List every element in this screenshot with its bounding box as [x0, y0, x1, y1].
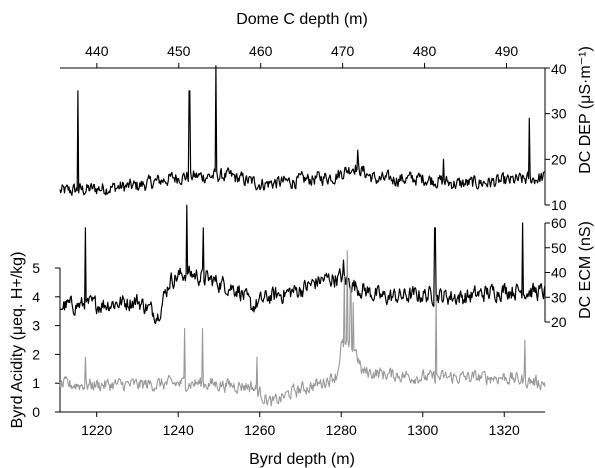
series-layer	[59, 65, 546, 407]
top-tick-label: 440	[85, 43, 109, 59]
dc-ecm-line	[59, 204, 546, 325]
bottom-tick-label: 1220	[81, 422, 112, 438]
bottom-tick-label: 1260	[244, 422, 275, 438]
right-upper-tick-label: 40	[551, 61, 567, 77]
byrd-acidity-line	[59, 250, 546, 407]
left-axis-title: Byrd Acidity (μeq. H+/kg)	[9, 252, 26, 429]
left-tick-label: 2	[32, 346, 40, 362]
right-upper-tick-label: 30	[551, 106, 567, 122]
top-axis-title: Dome C depth (m)	[236, 11, 368, 28]
left-tick-label: 1	[32, 375, 40, 391]
top-tick-label: 450	[167, 43, 191, 59]
bottom-tick-label: 1300	[407, 422, 438, 438]
right-upper-axis-title: DC DEP (μS·m⁻¹)	[577, 46, 594, 174]
top-tick-label: 470	[331, 43, 355, 59]
top-tick-label: 480	[413, 43, 437, 59]
top-tick-label: 460	[249, 43, 273, 59]
left-tick-label: 5	[32, 260, 40, 276]
bottom-tick-label: 1280	[326, 422, 357, 438]
bottom-tick-label: 1240	[163, 422, 194, 438]
right-lower-tick-label: 60	[551, 215, 567, 231]
right-lower-tick-label: 50	[551, 240, 567, 256]
right-lower-tick-label: 30	[551, 289, 567, 305]
right-upper-tick-label: 10	[551, 197, 567, 213]
right-lower-tick-label: 40	[551, 265, 567, 281]
right-upper-tick-label: 20	[551, 151, 567, 167]
left-tick-label: 0	[32, 404, 40, 420]
left-tick-label: 3	[32, 318, 40, 334]
right-lower-tick-label: 20	[551, 314, 567, 330]
bottom-tick-label: 1320	[489, 422, 520, 438]
dc-dep-line	[59, 65, 546, 196]
top-tick-label: 490	[495, 43, 519, 59]
bottom-axis-title: Byrd depth (m)	[249, 451, 355, 468]
right-lower-axis-title: DC ECM (nS)	[577, 221, 594, 319]
left-tick-label: 4	[32, 289, 40, 305]
